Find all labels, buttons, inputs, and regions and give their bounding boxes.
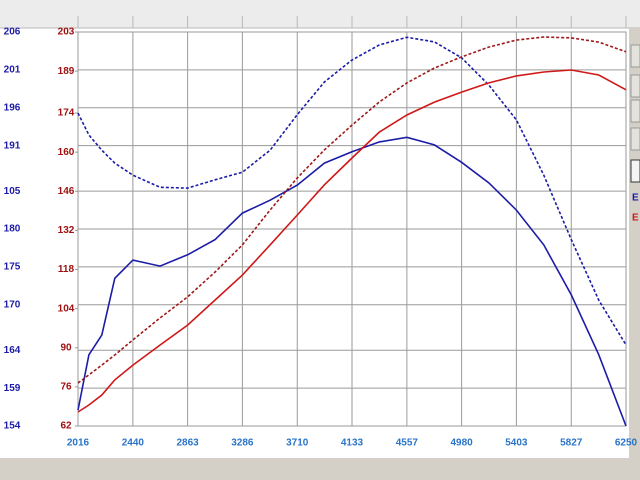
y-tick-label: 191 <box>4 140 21 151</box>
x-tick-label: 3710 <box>286 438 309 449</box>
y2-tick-label: 146 <box>58 186 75 197</box>
x-tick-label: 4980 <box>451 438 474 449</box>
y2-tick-label: 160 <box>58 147 75 158</box>
x-tick-label: 5827 <box>560 438 583 449</box>
x-tick-label: 6250 <box>615 438 638 449</box>
x-tick-label: 2016 <box>67 438 90 449</box>
x-tick-label: 4133 <box>341 438 364 449</box>
y-tick-label: 154 <box>4 421 21 432</box>
x-tick-label: 2440 <box>122 438 145 449</box>
y2-tick-label: 76 <box>60 382 72 393</box>
series-line <box>77 36 627 346</box>
x-tick-label: 2863 <box>177 438 200 449</box>
side-panel <box>629 28 640 458</box>
x-tick-label: 3286 <box>231 438 254 449</box>
side-button[interactable] <box>630 127 640 151</box>
top-strip <box>0 0 640 28</box>
y2-tick-label: 174 <box>58 108 75 119</box>
y2-tick-label: 90 <box>60 342 72 353</box>
side-label: E <box>632 213 639 224</box>
y-tick-label: 196 <box>4 102 21 113</box>
y-tick-label: 206 <box>4 27 21 38</box>
y2-tick-label: 62 <box>60 421 72 432</box>
y-tick-label: 201 <box>4 65 21 76</box>
series-line <box>77 136 627 427</box>
y-tick-label: 180 <box>4 224 21 235</box>
y2-tick-label: 118 <box>58 264 75 275</box>
x-tick-label: 4557 <box>396 438 419 449</box>
side-button[interactable] <box>630 159 640 183</box>
y2-tick-label: 132 <box>58 225 75 236</box>
y2-tick-label: 189 <box>58 66 75 77</box>
y2-tick-label: 104 <box>58 303 75 314</box>
bottom-strip <box>0 458 640 480</box>
side-label: E <box>632 193 639 204</box>
series-line <box>77 36 627 384</box>
y-tick-label: 159 <box>4 383 21 394</box>
y-tick-label: 175 <box>4 262 21 273</box>
y-tick-label: 105 <box>4 186 21 197</box>
side-button[interactable] <box>630 99 640 123</box>
y-tick-label: 170 <box>4 299 21 310</box>
side-button[interactable] <box>630 44 640 68</box>
x-tick-label: 5403 <box>505 438 528 449</box>
side-button[interactable] <box>630 74 640 98</box>
y-tick-label: 164 <box>4 345 21 356</box>
y2-tick-label: 203 <box>58 27 75 38</box>
grid <box>77 31 627 427</box>
series-line <box>77 69 627 413</box>
